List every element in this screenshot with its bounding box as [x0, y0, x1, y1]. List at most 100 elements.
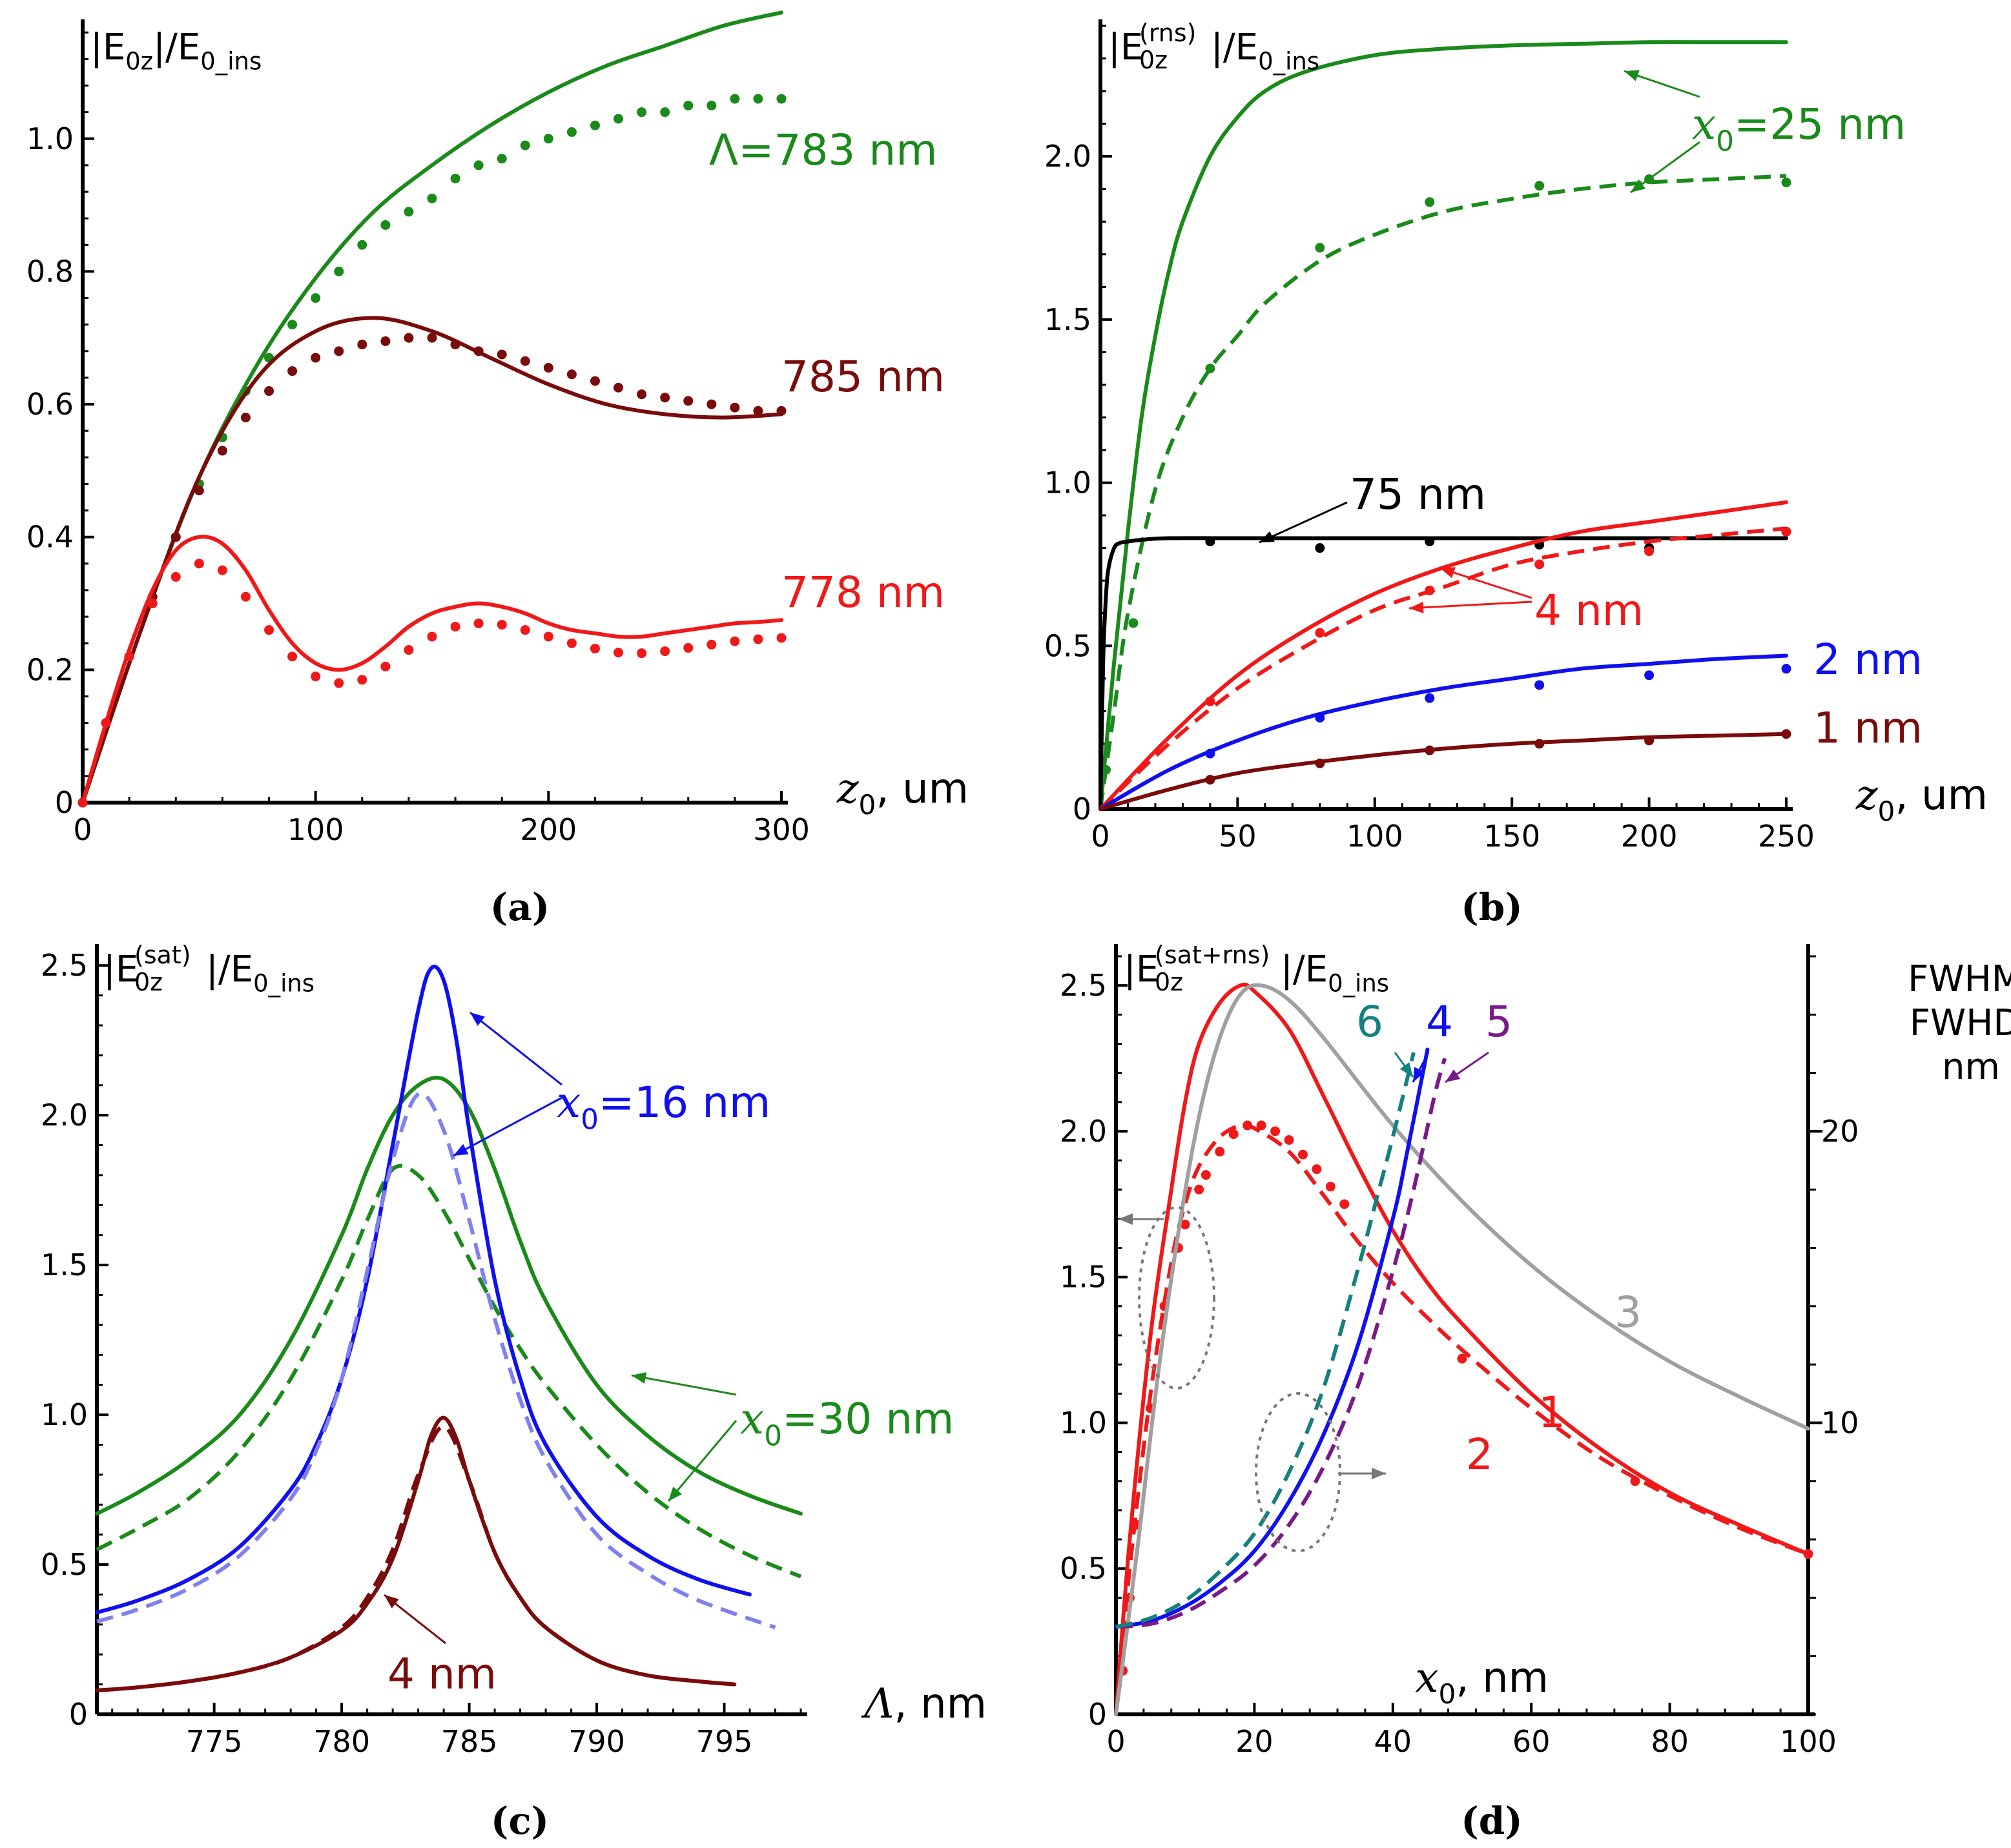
arrow-c-x0-16-dashed-head	[453, 1144, 469, 1156]
y-tick-label: 2.5	[41, 948, 88, 983]
y-axis-label-sup: (sat+rns)	[1155, 941, 1270, 969]
y-tick-label: 0.5	[1044, 628, 1091, 663]
series--783-nm-dots-point	[287, 320, 298, 330]
y-axis-label: |E	[1124, 949, 1159, 991]
series-1-nm-dots-point	[1534, 739, 1545, 749]
x-tick-label: 790	[568, 1724, 625, 1759]
series-778-nm-dots-point	[380, 661, 391, 672]
x-tick-label: 0	[1106, 1724, 1125, 1759]
arrow-b-x0-solid-head	[1624, 70, 1640, 81]
y-tick-label: 1.5	[1044, 302, 1091, 337]
annotation-d-3: 4	[1426, 997, 1453, 1047]
series-75-nm-dots-point	[1315, 543, 1325, 553]
y-tick-label: 0.8	[26, 254, 74, 289]
series-x0-25-nm-dots-point	[1425, 197, 1435, 207]
series-785-nm-dots-point	[404, 333, 414, 343]
x-tick-label: 100	[1780, 1724, 1837, 1759]
series--783-nm-dots-point	[404, 207, 414, 217]
series--783-nm-dots-point	[450, 173, 460, 183]
series-x0-25-nm-dots-point	[1100, 765, 1111, 775]
series-2-nm-dots-point	[1534, 680, 1545, 690]
series-2-dots-point	[1201, 1170, 1211, 1180]
series-2-nm-dots-point	[1644, 670, 1655, 681]
x-tick-label: 20	[1235, 1724, 1274, 1759]
annotation-a-0: Λ=783 nm	[709, 125, 938, 175]
series-778-nm-dots-point	[637, 648, 647, 659]
arrow-c-x0-30-solid-head	[632, 1372, 647, 1384]
panel-a: 0 100 200 300 0 0.2 0.4 0.6 0.8 1.0 |E0z|/E0_ins z0…	[26, 10, 969, 929]
series-778-nm-dots-point	[217, 565, 227, 575]
series-778-nm-dots-point	[543, 631, 553, 642]
series-2-dots-point	[1312, 1164, 1322, 1175]
annotation-b-4: 1 nm	[1813, 703, 1923, 753]
series--783-nm-dots-point	[357, 240, 367, 250]
series-75-nm-dots-point	[1205, 537, 1215, 547]
series--783-nm-dots-point	[660, 107, 670, 118]
series--783-nm-solid-line	[81, 10, 783, 805]
y-axis-label-sup: (rns)	[1139, 19, 1197, 47]
series--783-nm-dots-point	[706, 100, 717, 110]
series-2-nm-dots-point	[1205, 748, 1215, 759]
series--783-nm-dots-point	[614, 114, 624, 124]
series-785-nm-dots-point	[380, 336, 391, 346]
y2-axis-label: nm	[1942, 1046, 2000, 1088]
series-785-nm-dots-point	[683, 396, 694, 406]
series-x0-25-nm-dots-point	[1205, 364, 1215, 374]
series-785-nm-solid-line	[81, 316, 783, 805]
series-778-nm-dots-point	[450, 622, 460, 632]
series-6-line	[1115, 1052, 1416, 1629]
x-tick-label: 0	[73, 812, 92, 847]
caption: (a)	[490, 885, 550, 929]
arrow-c-x0-30-solid	[631, 1374, 737, 1396]
annotation-a-1: 785 nm	[781, 352, 945, 402]
series-2-dots-point	[1325, 1182, 1336, 1192]
series-778-nm-dots-point	[194, 559, 204, 569]
series-1-nm-dots-point	[1425, 745, 1435, 755]
annotation-c-2: 4 nm	[387, 1649, 497, 1699]
series-2-dots-point	[1284, 1134, 1294, 1145]
series-778-nm-dots-point	[287, 652, 298, 662]
series-2-nm-dots-point	[1315, 712, 1325, 723]
series-2-dots-point	[1630, 1476, 1640, 1486]
x-tick-label: 795	[696, 1724, 753, 1759]
series--783-nm-dots-point	[427, 193, 437, 203]
x-tick-label: 200	[520, 812, 577, 847]
series-2-nm-solid-line	[1098, 653, 1788, 811]
series-2-dots-point	[1243, 1120, 1253, 1131]
arrow-d-right-axis-head	[1372, 1468, 1386, 1479]
series-778-nm-dots-point	[660, 646, 670, 657]
series-4-nm-dots-point	[1644, 546, 1655, 557]
y2-axis-label: FWHD,	[1910, 1002, 2011, 1044]
series-778-nm-dots-point	[311, 672, 321, 682]
x-tick-label: 60	[1512, 1724, 1551, 1759]
series-2-nm-dots-point	[1425, 693, 1435, 703]
y-tick-label: 1.0	[41, 1397, 88, 1432]
annotation-d-1: 2	[1466, 1430, 1493, 1479]
series-778-nm-dots-point	[240, 591, 251, 602]
series-785-nm-dots-point	[311, 353, 321, 363]
series-785-nm-dots-point	[660, 393, 670, 403]
arrow-d-4-head	[1413, 1067, 1425, 1082]
ellipse-left-group	[1138, 1206, 1215, 1390]
arrow-c-4nm-head	[384, 1595, 399, 1608]
series-1-nm-dots-point	[1315, 758, 1325, 768]
series-785-nm-dots-point	[240, 413, 251, 423]
caption: (b)	[1461, 885, 1522, 929]
arrow-c-x0-16-dashed	[453, 1096, 562, 1157]
series--783-nm-dots-point	[311, 293, 321, 303]
series-4-nm-dots-point	[1534, 559, 1545, 570]
series-75-nm-solid-line	[1098, 536, 1788, 811]
series-778-nm-dots-point	[404, 645, 414, 655]
y-axis-label-tail: |/E0_ins	[206, 949, 315, 998]
arrow-c-x0-30-dashed-head	[668, 1486, 683, 1501]
y2-axis-label: FWHM,	[1908, 958, 2011, 1000]
series-x0-25-nm-dots-point	[1781, 178, 1791, 188]
y-tick-label: 2.0	[1060, 1114, 1107, 1149]
ellipse-right-group	[1255, 1392, 1341, 1552]
series-2-dots-point	[1215, 1147, 1225, 1157]
caption: (c)	[491, 1799, 549, 1843]
x-tick-label: 100	[1346, 819, 1403, 854]
y-tick-label: 1.0	[1044, 466, 1091, 500]
annotation-c-0: x0=16 nm	[557, 1078, 770, 1136]
